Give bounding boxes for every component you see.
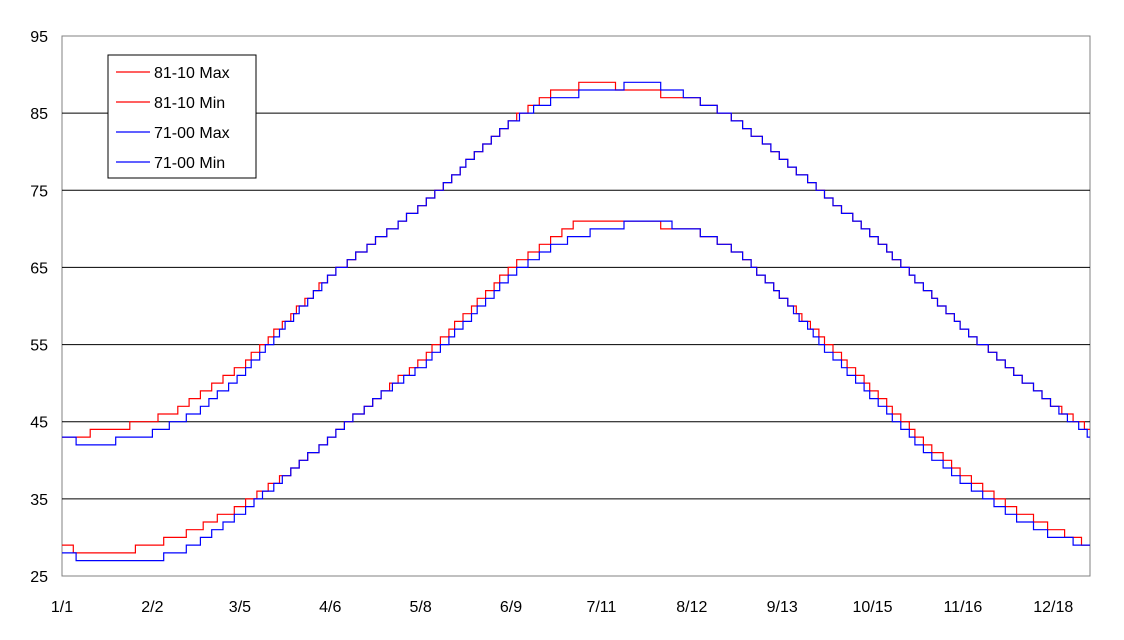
y-tick-label: 45 — [30, 415, 48, 432]
y-axis-ticks: 25 35 45 55 65 75 85 95 — [30, 29, 48, 586]
x-tick-label: 2/2 — [141, 599, 163, 616]
legend: 81-10 Max 81-10 Min 71-00 Max 71-00 Min — [107, 54, 257, 179]
y-tick-label: 75 — [30, 183, 48, 200]
series-line-81-10-min — [62, 220, 1090, 554]
x-tick-label: 6/9 — [500, 599, 522, 616]
x-tick-label: 11/16 — [943, 599, 982, 616]
legend-label: 81-10 Min — [154, 95, 225, 112]
legend-box — [107, 54, 257, 179]
series-line-71-00-max — [62, 81, 1090, 446]
y-tick-label: 65 — [30, 260, 48, 277]
x-tick-label: 5/8 — [410, 599, 432, 616]
x-tick-label: 3/5 — [229, 599, 251, 616]
x-tick-label: 1/1 — [51, 599, 73, 616]
x-tick-label: 9/13 — [767, 599, 798, 616]
series-line-71-00-min — [62, 220, 1090, 562]
series-lines — [62, 81, 1090, 562]
legend-label: 81-10 Max — [154, 65, 230, 82]
x-tick-label: 12/18 — [1033, 599, 1073, 616]
x-axis-ticks: 1/1 2/2 3/5 4/6 5/8 6/9 7/11 8/12 9/13 10/15 11/16… — [51, 599, 1074, 616]
x-tick-label: 7/11 — [586, 599, 616, 616]
x-tick-label: 10/15 — [853, 599, 893, 616]
y-tick-label: 95 — [30, 29, 48, 46]
y-tick-label: 25 — [30, 569, 48, 586]
legend-label: 71-00 Min — [154, 155, 225, 172]
x-tick-label: 8/12 — [676, 599, 707, 616]
legend-label: 71-00 Max — [154, 125, 230, 142]
gridlines — [62, 112, 1090, 500]
x-tick-label: 4/6 — [319, 599, 341, 616]
y-tick-label: 35 — [30, 492, 48, 509]
y-tick-label: 85 — [30, 106, 48, 123]
y-tick-label: 55 — [30, 338, 48, 355]
